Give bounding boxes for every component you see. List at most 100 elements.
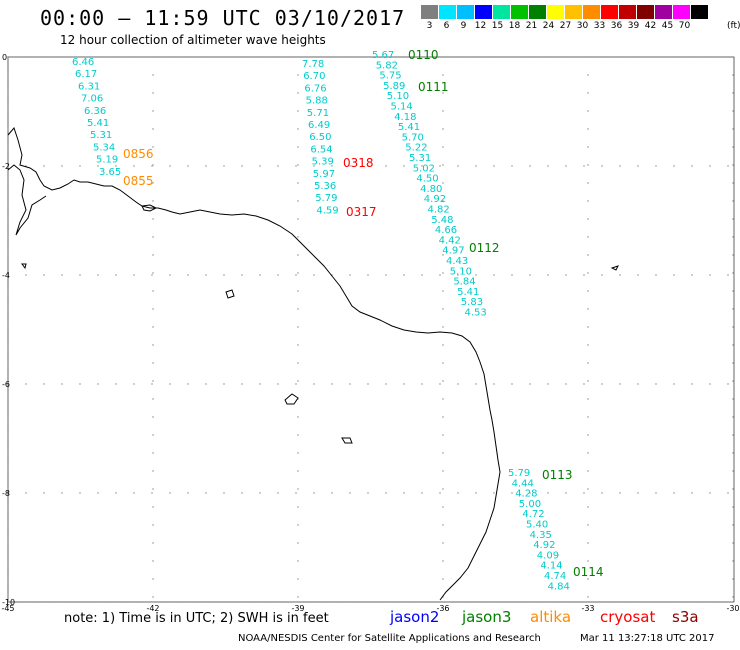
wave-height-value: 5.41 — [457, 287, 479, 298]
grid-dot — [727, 492, 729, 494]
legend-label: 18 — [508, 21, 521, 31]
grid-dot — [565, 492, 567, 494]
grid-dot — [601, 56, 603, 58]
coastline — [7, 127, 501, 601]
grid-dot — [151, 492, 153, 494]
grid-dot — [442, 110, 444, 112]
grid-dot — [421, 165, 423, 167]
grid-dot — [587, 398, 589, 400]
grid-dot — [297, 506, 299, 508]
grid-dot — [732, 110, 734, 112]
grid-dot — [152, 254, 154, 256]
grid-dot — [187, 165, 189, 167]
wave-height-value: 5.97 — [313, 169, 335, 180]
grid-dot — [601, 492, 603, 494]
grid-dot — [295, 492, 297, 494]
grid-dot — [493, 56, 495, 58]
wave-height-value: 4.92 — [533, 540, 555, 551]
grid-dot — [152, 542, 154, 544]
x-tick-label: -33 — [581, 604, 594, 613]
grid-dot — [619, 56, 621, 58]
grid-dot — [61, 492, 63, 494]
grid-dot — [152, 146, 154, 148]
coastline-north — [7, 164, 47, 236]
map-title: 00:00 – 11:59 UTC 03/10/2017 — [40, 6, 406, 30]
grid-dot — [442, 290, 444, 292]
grid-dot — [297, 560, 299, 562]
grid-dot — [97, 56, 99, 58]
grid-dot — [403, 601, 405, 603]
grid-dot — [493, 274, 495, 276]
wave-height-value: 6.54 — [310, 144, 332, 155]
grid-dot — [277, 383, 279, 385]
grid-dot — [367, 56, 369, 58]
grid-dot — [313, 383, 315, 385]
grid-dot — [7, 128, 9, 130]
grid-dot — [529, 601, 531, 603]
grid-dot — [587, 254, 589, 256]
grid-dot — [349, 492, 351, 494]
grid-dot — [403, 492, 405, 494]
grid-dot — [7, 146, 9, 148]
y-tick-label: 0 — [2, 53, 7, 62]
wave-height-value: 7.78 — [302, 59, 324, 70]
grid-dot — [297, 434, 299, 436]
grid-dot — [297, 452, 299, 454]
grid-dot — [587, 182, 589, 184]
grid-dot — [259, 492, 261, 494]
pass-id-label: 0856 — [123, 147, 154, 161]
grid-dot — [152, 452, 154, 454]
wave-height-value: 6.50 — [309, 132, 331, 143]
grid-dot — [587, 308, 589, 310]
grid-dot — [547, 492, 549, 494]
grid-dot — [732, 182, 734, 184]
grid-dot — [223, 383, 225, 385]
grid-dot — [152, 578, 154, 580]
grid-dot — [259, 165, 261, 167]
grid-dot — [601, 165, 603, 167]
grid-dot — [709, 383, 711, 385]
grid-dot — [349, 56, 351, 58]
grid-dot — [511, 274, 513, 276]
grid-dot — [727, 601, 729, 603]
grid-dot — [133, 383, 135, 385]
wave-height-value: 4.42 — [439, 235, 461, 246]
grid-dot — [565, 383, 567, 385]
grid-dot — [25, 492, 27, 494]
grid-dot — [457, 383, 459, 385]
grid-dot — [732, 542, 734, 544]
grid-dot — [297, 416, 299, 418]
x-tick-label: -45 — [1, 604, 14, 613]
grid-dot — [187, 56, 189, 58]
grid-dot — [732, 344, 734, 346]
grid-dot — [259, 274, 261, 276]
island-4 — [341, 437, 353, 444]
grid-dot — [297, 380, 299, 382]
grid-dot — [442, 362, 444, 364]
grid-dot — [152, 344, 154, 346]
grid-dot — [403, 56, 405, 58]
grid-dot — [7, 200, 9, 202]
grid-dot — [61, 383, 63, 385]
grid-dot — [152, 74, 154, 76]
grid-dot — [587, 344, 589, 346]
wave-height-value: 5.83 — [461, 297, 483, 308]
grid-dot — [79, 492, 81, 494]
grid-dot — [297, 272, 299, 274]
wave-height-value: 4.72 — [522, 509, 544, 520]
grid-dot — [673, 492, 675, 494]
legend-label: 45 — [661, 21, 674, 31]
grid-dot — [442, 326, 444, 328]
grid-dot — [529, 165, 531, 167]
grid-dot — [241, 383, 243, 385]
grid-dot — [385, 165, 387, 167]
grid-dot — [367, 274, 369, 276]
grid-dot — [587, 452, 589, 454]
grid-dot — [442, 452, 444, 454]
grid-dot — [133, 56, 135, 58]
y-tick-label: -2 — [2, 162, 10, 171]
grid-dot — [727, 165, 729, 167]
wave-height-value: 5.70 — [402, 132, 424, 143]
footer-credit: NOAA/NESDIS Center for Satellite Applica… — [238, 633, 541, 644]
grid-dot — [241, 601, 243, 603]
